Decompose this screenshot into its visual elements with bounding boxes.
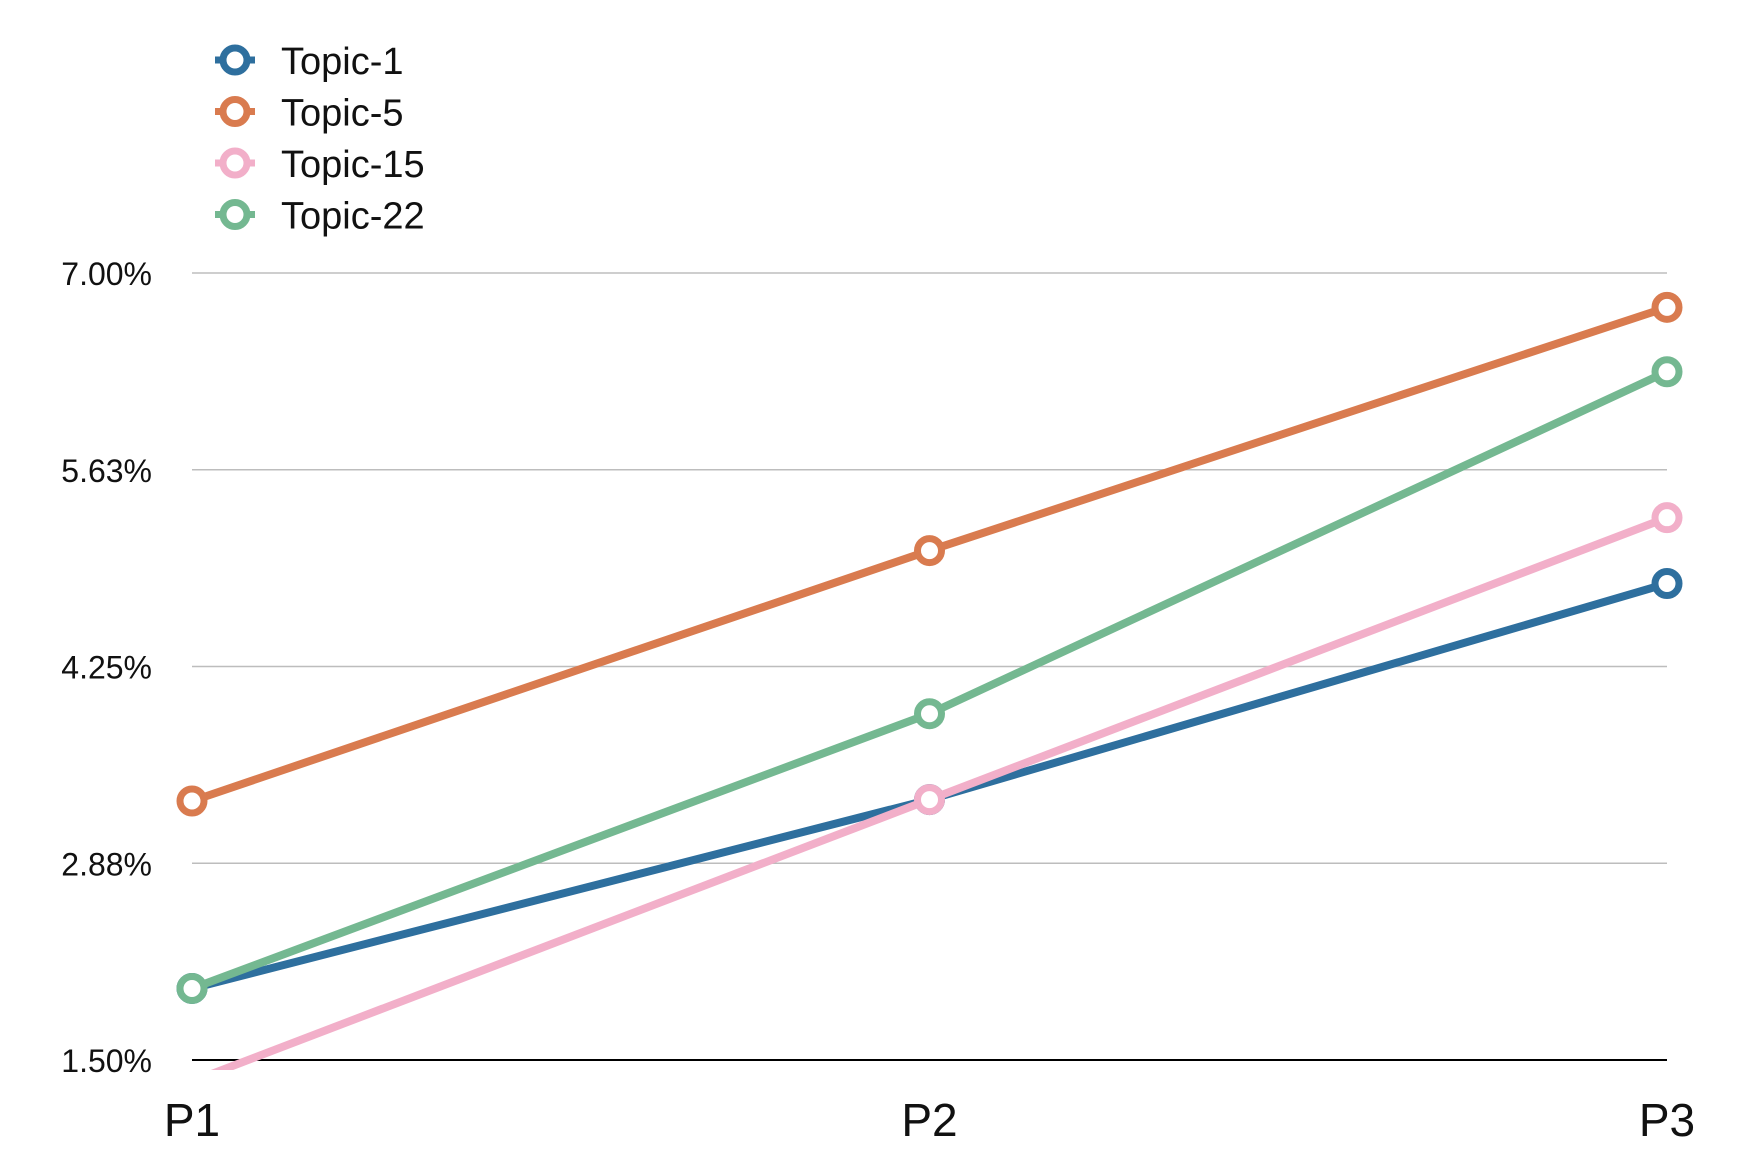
series-lines [176, 291, 1683, 1070]
legend-item: Topic-5 [215, 93, 404, 135]
data-point [914, 698, 945, 730]
legend-swatch-marker [219, 96, 251, 127]
series-topic-5 [176, 291, 1683, 817]
series-topic-22 [176, 356, 1683, 1004]
y-tick-label: 4.25% [61, 650, 152, 686]
x-tick-label: P1 [164, 1094, 220, 1146]
legend-label: Topic-15 [281, 144, 425, 186]
x-tick-label: P2 [901, 1094, 957, 1146]
data-point [914, 784, 945, 816]
data-point [1651, 568, 1683, 600]
y-axis-tick-labels: 1.50% 2.88% 4.25% 5.63% 7.00% [61, 256, 152, 1079]
legend-swatch-marker [219, 199, 251, 230]
legend-label: Topic-5 [281, 93, 404, 135]
y-tick-label: 1.50% [61, 1043, 152, 1079]
legend: Topic-1 Topic-5 Topic-15 Topic-22 [215, 41, 425, 238]
legend-item: Topic-22 [215, 196, 425, 238]
y-tick-label: 7.00% [61, 256, 152, 292]
series-topic-15 [210, 502, 1683, 1070]
legend-swatch-marker [219, 147, 251, 179]
data-point [176, 785, 208, 817]
data-point [176, 972, 208, 1004]
legend-item: Topic-1 [215, 41, 404, 83]
gridlines [192, 272, 1667, 1061]
x-tick-label: P3 [1639, 1094, 1695, 1146]
legend-swatch-marker [219, 44, 251, 76]
data-point [1651, 291, 1683, 323]
legend-label: Topic-22 [281, 196, 425, 238]
y-tick-label: 2.88% [61, 846, 152, 882]
x-axis-tick-labels: P1 P2 P3 [164, 1094, 1695, 1146]
data-point [1651, 502, 1683, 534]
legend-label: Topic-1 [281, 41, 404, 83]
data-point [1651, 356, 1683, 388]
legend-item: Topic-15 [215, 144, 425, 186]
data-point [914, 535, 945, 567]
series-line [190, 368, 1669, 993]
y-tick-label: 5.63% [61, 453, 152, 489]
